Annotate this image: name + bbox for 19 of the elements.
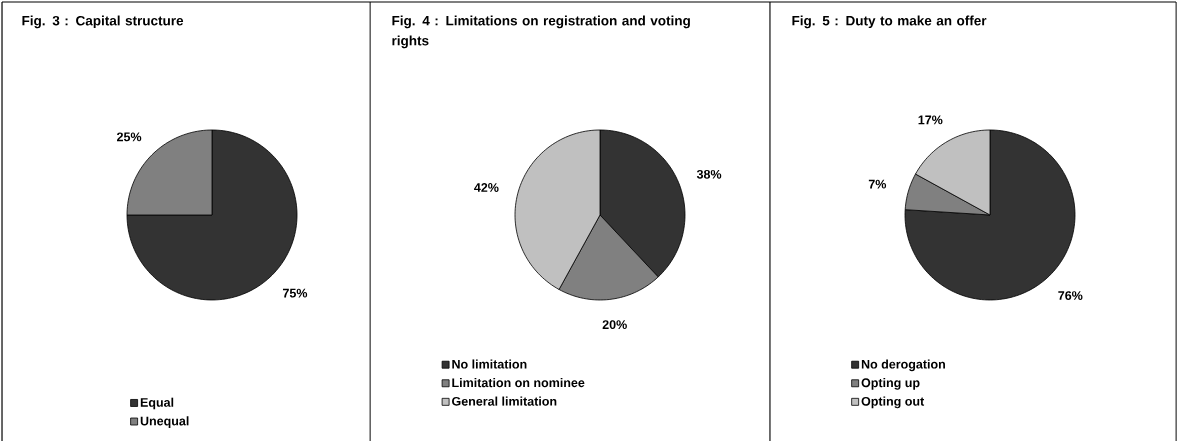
legend-label: No derogation <box>861 359 945 372</box>
legend-label: Opting up <box>861 377 920 390</box>
chart-title: Fig. 5 : Duty to make an offer <box>792 15 987 29</box>
chart-title: Fig. 3 : Capital structure <box>22 15 184 29</box>
legend-label: Unequal <box>140 416 189 428</box>
data-label: 20% <box>602 320 627 330</box>
data-label: 76% <box>1058 291 1083 300</box>
legend-label: General limitation <box>452 396 557 406</box>
data-label: 42% <box>474 183 499 192</box>
data-label: 75% <box>282 288 308 298</box>
data-label: 7% <box>868 179 887 189</box>
data-label: 38% <box>696 169 722 179</box>
legend-label: Limitation on nominee <box>452 377 585 388</box>
legend-label: No limitation <box>452 359 527 369</box>
legend-label: Opting out <box>861 396 925 409</box>
data-label: 17% <box>918 115 943 125</box>
chart-title: Fig. 4 : Limitations on registration and voting rights <box>392 15 690 49</box>
data-label: 25% <box>117 132 142 142</box>
legend-label: Equal <box>140 397 174 410</box>
